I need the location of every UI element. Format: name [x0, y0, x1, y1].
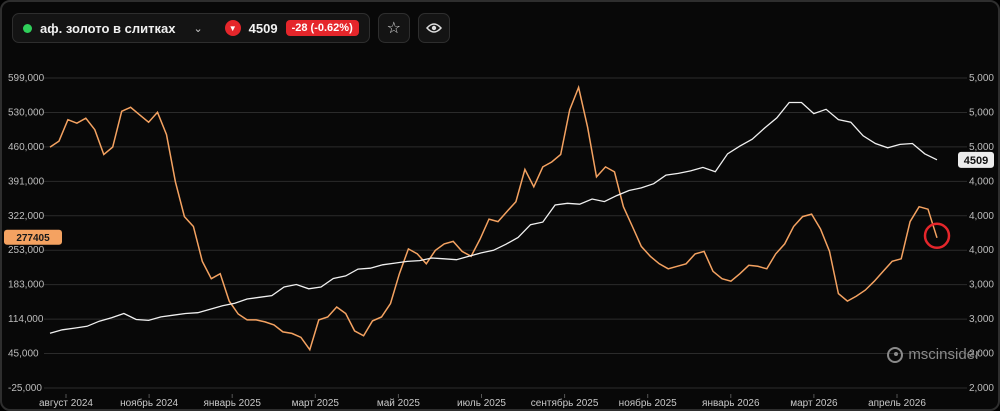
- orange-value-tag: [4, 229, 62, 245]
- x-tick-label: август 2024: [39, 398, 93, 409]
- x-tick-label: ноябрь 2024: [120, 397, 178, 409]
- x-tick-label: апрель 2026: [868, 398, 926, 409]
- x-tick-label: ноябрь 2025: [619, 397, 677, 409]
- right-tick-label: 4,000: [969, 211, 994, 222]
- white-value-tag: [958, 151, 994, 168]
- left-tick-label: 460,000: [8, 142, 45, 153]
- right-tick-label: 5,000: [969, 73, 994, 84]
- x-tick-label: май 2025: [377, 398, 420, 409]
- x-tick-label: март 2025: [292, 398, 340, 409]
- ticker-name: аф. золото в слитках: [40, 20, 176, 36]
- left-tick-label: 391,000: [8, 176, 45, 187]
- left-tick-label: 530,000: [8, 107, 45, 118]
- left-tick-label: 45,000: [8, 349, 39, 360]
- left-tick-label: 599,000: [8, 73, 45, 84]
- white-value-label: 4509: [964, 155, 988, 167]
- x-tick-label: сентябрь 2025: [531, 397, 599, 409]
- left-tick-label: 322,000: [8, 211, 45, 222]
- favorite-button[interactable]: ☆: [377, 13, 410, 43]
- brand-name: mscinsider: [908, 346, 980, 363]
- brand-logo: mscinsider: [887, 346, 980, 363]
- brand-icon: [887, 346, 904, 363]
- left-tick-label: 253,000: [8, 245, 45, 256]
- chevron-down-icon: ⌄: [193, 22, 203, 35]
- right-tick-label: 3,000: [969, 280, 994, 291]
- price-change-badge: -28 (-0.62%): [285, 20, 359, 36]
- toolbar: аф. золото в слитках ⌄ ▼ 4509 -28 (-0.62…: [12, 12, 450, 44]
- x-tick-label: июль 2025: [457, 398, 506, 409]
- down-arrow-icon: ▼: [224, 20, 241, 36]
- right-tick-label: 5,000: [969, 142, 994, 153]
- right-tick-label: 3,000: [969, 314, 994, 325]
- right-tick-label: 4,000: [969, 245, 994, 256]
- last-price: 4509: [248, 20, 278, 36]
- orange-series-line: [49, 84, 938, 352]
- right-tick-label: 2,000: [969, 349, 994, 360]
- right-tick-label: 2,000: [969, 383, 994, 394]
- watch-button[interactable]: [417, 13, 450, 43]
- left-tick-label: 183,000: [8, 280, 45, 291]
- market-status-dot: [23, 23, 32, 33]
- white-series-line: [49, 101, 938, 334]
- highlight-circle: [923, 222, 951, 250]
- x-tick-label: март 2026: [790, 398, 838, 409]
- right-tick-label: 4,000: [969, 176, 994, 187]
- left-tick-label: 114,000: [8, 314, 44, 325]
- x-tick-label: январь 2025: [203, 398, 261, 409]
- eye-icon: [425, 23, 442, 33]
- ticker-selector[interactable]: аф. золото в слитках ⌄ ▼ 4509 -28 (-0.62…: [12, 13, 370, 43]
- star-icon: ☆: [386, 20, 401, 37]
- orange-value-label: 277405: [16, 233, 50, 244]
- x-tick-label: январь 2026: [702, 398, 760, 409]
- left-tick-label: -25,000: [8, 383, 42, 394]
- right-tick-label: 5,000: [969, 107, 994, 118]
